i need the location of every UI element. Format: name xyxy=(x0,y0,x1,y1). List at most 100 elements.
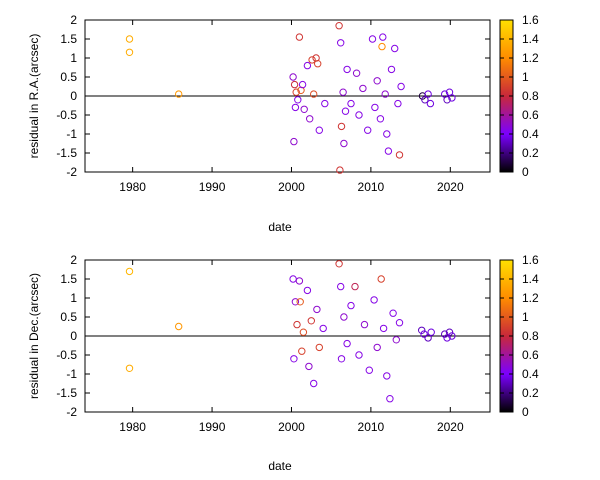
data-point xyxy=(341,107,350,115)
data-point xyxy=(308,56,316,64)
data-point xyxy=(315,126,323,134)
data-point xyxy=(307,317,315,325)
data-point xyxy=(427,328,435,336)
y-tick-label: 1 xyxy=(70,51,77,65)
data-point xyxy=(379,33,387,41)
y-tick-label: 0.5 xyxy=(60,310,77,324)
data-point xyxy=(383,130,391,138)
x-tick-label: 2020 xyxy=(437,180,464,194)
data-point xyxy=(296,298,304,306)
x-tick-label: 2010 xyxy=(358,420,385,434)
data-point xyxy=(336,166,344,174)
data-point xyxy=(290,137,298,146)
data-point xyxy=(337,355,346,363)
data-point xyxy=(289,275,297,283)
data-point xyxy=(381,90,389,98)
x-tick-label: 2000 xyxy=(278,180,305,194)
y-tick-label: -0.5 xyxy=(56,108,77,122)
data-point xyxy=(384,147,393,155)
data-point xyxy=(319,324,327,333)
data-point xyxy=(292,88,300,96)
data-point xyxy=(370,296,378,304)
colorbar-tick-label: 1.4 xyxy=(522,272,539,286)
colorbar-tick-label: 1.6 xyxy=(522,253,539,267)
y-tick-label: -0.5 xyxy=(56,348,77,362)
data-point xyxy=(310,90,318,98)
x-tick-label: 1980 xyxy=(119,180,146,194)
y-tick-label: -1 xyxy=(66,127,77,141)
y-tick-label: -1.5 xyxy=(56,146,77,160)
data-point xyxy=(310,379,318,388)
data-point xyxy=(289,73,297,81)
data-point xyxy=(378,42,386,51)
y-axis-label: residual in R.A.(arcsec) xyxy=(27,34,41,159)
data-point xyxy=(389,309,397,317)
colorbar-tick-label: 1.6 xyxy=(522,13,539,27)
x-tick-label: 1980 xyxy=(119,420,146,434)
data-point xyxy=(125,35,134,43)
data-point xyxy=(303,286,312,295)
data-point xyxy=(125,364,134,372)
data-point xyxy=(391,44,399,53)
data-point xyxy=(300,105,308,114)
colorbar-tick-label: 1 xyxy=(522,310,529,324)
scatter-points xyxy=(125,260,456,403)
data-point xyxy=(313,305,321,314)
data-point xyxy=(448,94,456,102)
data-point xyxy=(443,96,451,104)
colorbar-tick-label: 0 xyxy=(522,405,529,419)
data-point xyxy=(291,298,300,306)
colorbar-tick-label: 0.8 xyxy=(522,329,539,343)
data-point xyxy=(392,336,400,344)
data-point xyxy=(368,35,377,43)
colorbar-tick-label: 1.2 xyxy=(522,51,539,65)
data-point xyxy=(355,351,363,359)
data-point xyxy=(421,96,429,104)
data-point xyxy=(315,343,323,352)
data-point xyxy=(290,355,298,363)
data-point xyxy=(339,88,347,96)
data-point xyxy=(337,122,346,131)
data-point xyxy=(418,326,426,334)
data-point xyxy=(397,82,405,91)
data-point xyxy=(424,90,432,98)
y-tick-label: -1 xyxy=(66,367,77,381)
x-tick-label: 2010 xyxy=(358,180,385,194)
data-point xyxy=(365,366,373,374)
data-point xyxy=(387,65,396,74)
data-point xyxy=(299,328,308,336)
data-point xyxy=(290,80,299,89)
x-tick-label: 2020 xyxy=(437,420,464,434)
data-point xyxy=(343,339,351,348)
colorbar-tick-label: 1 xyxy=(522,70,529,84)
data-point xyxy=(373,77,381,85)
y-tick-label: 1 xyxy=(70,291,77,305)
data-point xyxy=(424,334,432,342)
colorbar-tick-label: 0.6 xyxy=(522,348,539,362)
x-axis-label: date xyxy=(268,459,292,473)
data-point xyxy=(386,395,394,403)
data-point xyxy=(340,139,348,148)
data-point xyxy=(420,330,428,338)
data-point xyxy=(343,65,351,74)
data-point xyxy=(303,61,312,70)
data-point xyxy=(125,267,134,276)
y-tick-label: -2 xyxy=(66,165,77,179)
data-point xyxy=(360,320,369,329)
data-point xyxy=(347,301,355,310)
y-tick-label: -1.5 xyxy=(56,386,77,400)
data-point xyxy=(175,90,183,98)
data-point xyxy=(352,69,361,77)
y-tick-label: 2 xyxy=(70,253,77,267)
colorbar-tick-label: 0 xyxy=(522,165,529,179)
ra-panel: -2 -1.5 -1 -0.5 0 0.5 1 1.5 2 1980 1990 2000 2010 20… xyxy=(27,13,539,234)
data-point xyxy=(306,115,314,123)
data-point xyxy=(291,103,300,112)
data-point xyxy=(295,33,304,41)
colorbar-tick-label: 0.6 xyxy=(522,108,539,122)
data-point xyxy=(359,84,367,93)
data-point xyxy=(395,319,404,327)
colorbar-tick-label: 0.4 xyxy=(522,367,539,381)
colorbar-tick-label: 0.4 xyxy=(522,127,539,141)
data-point xyxy=(395,151,404,159)
